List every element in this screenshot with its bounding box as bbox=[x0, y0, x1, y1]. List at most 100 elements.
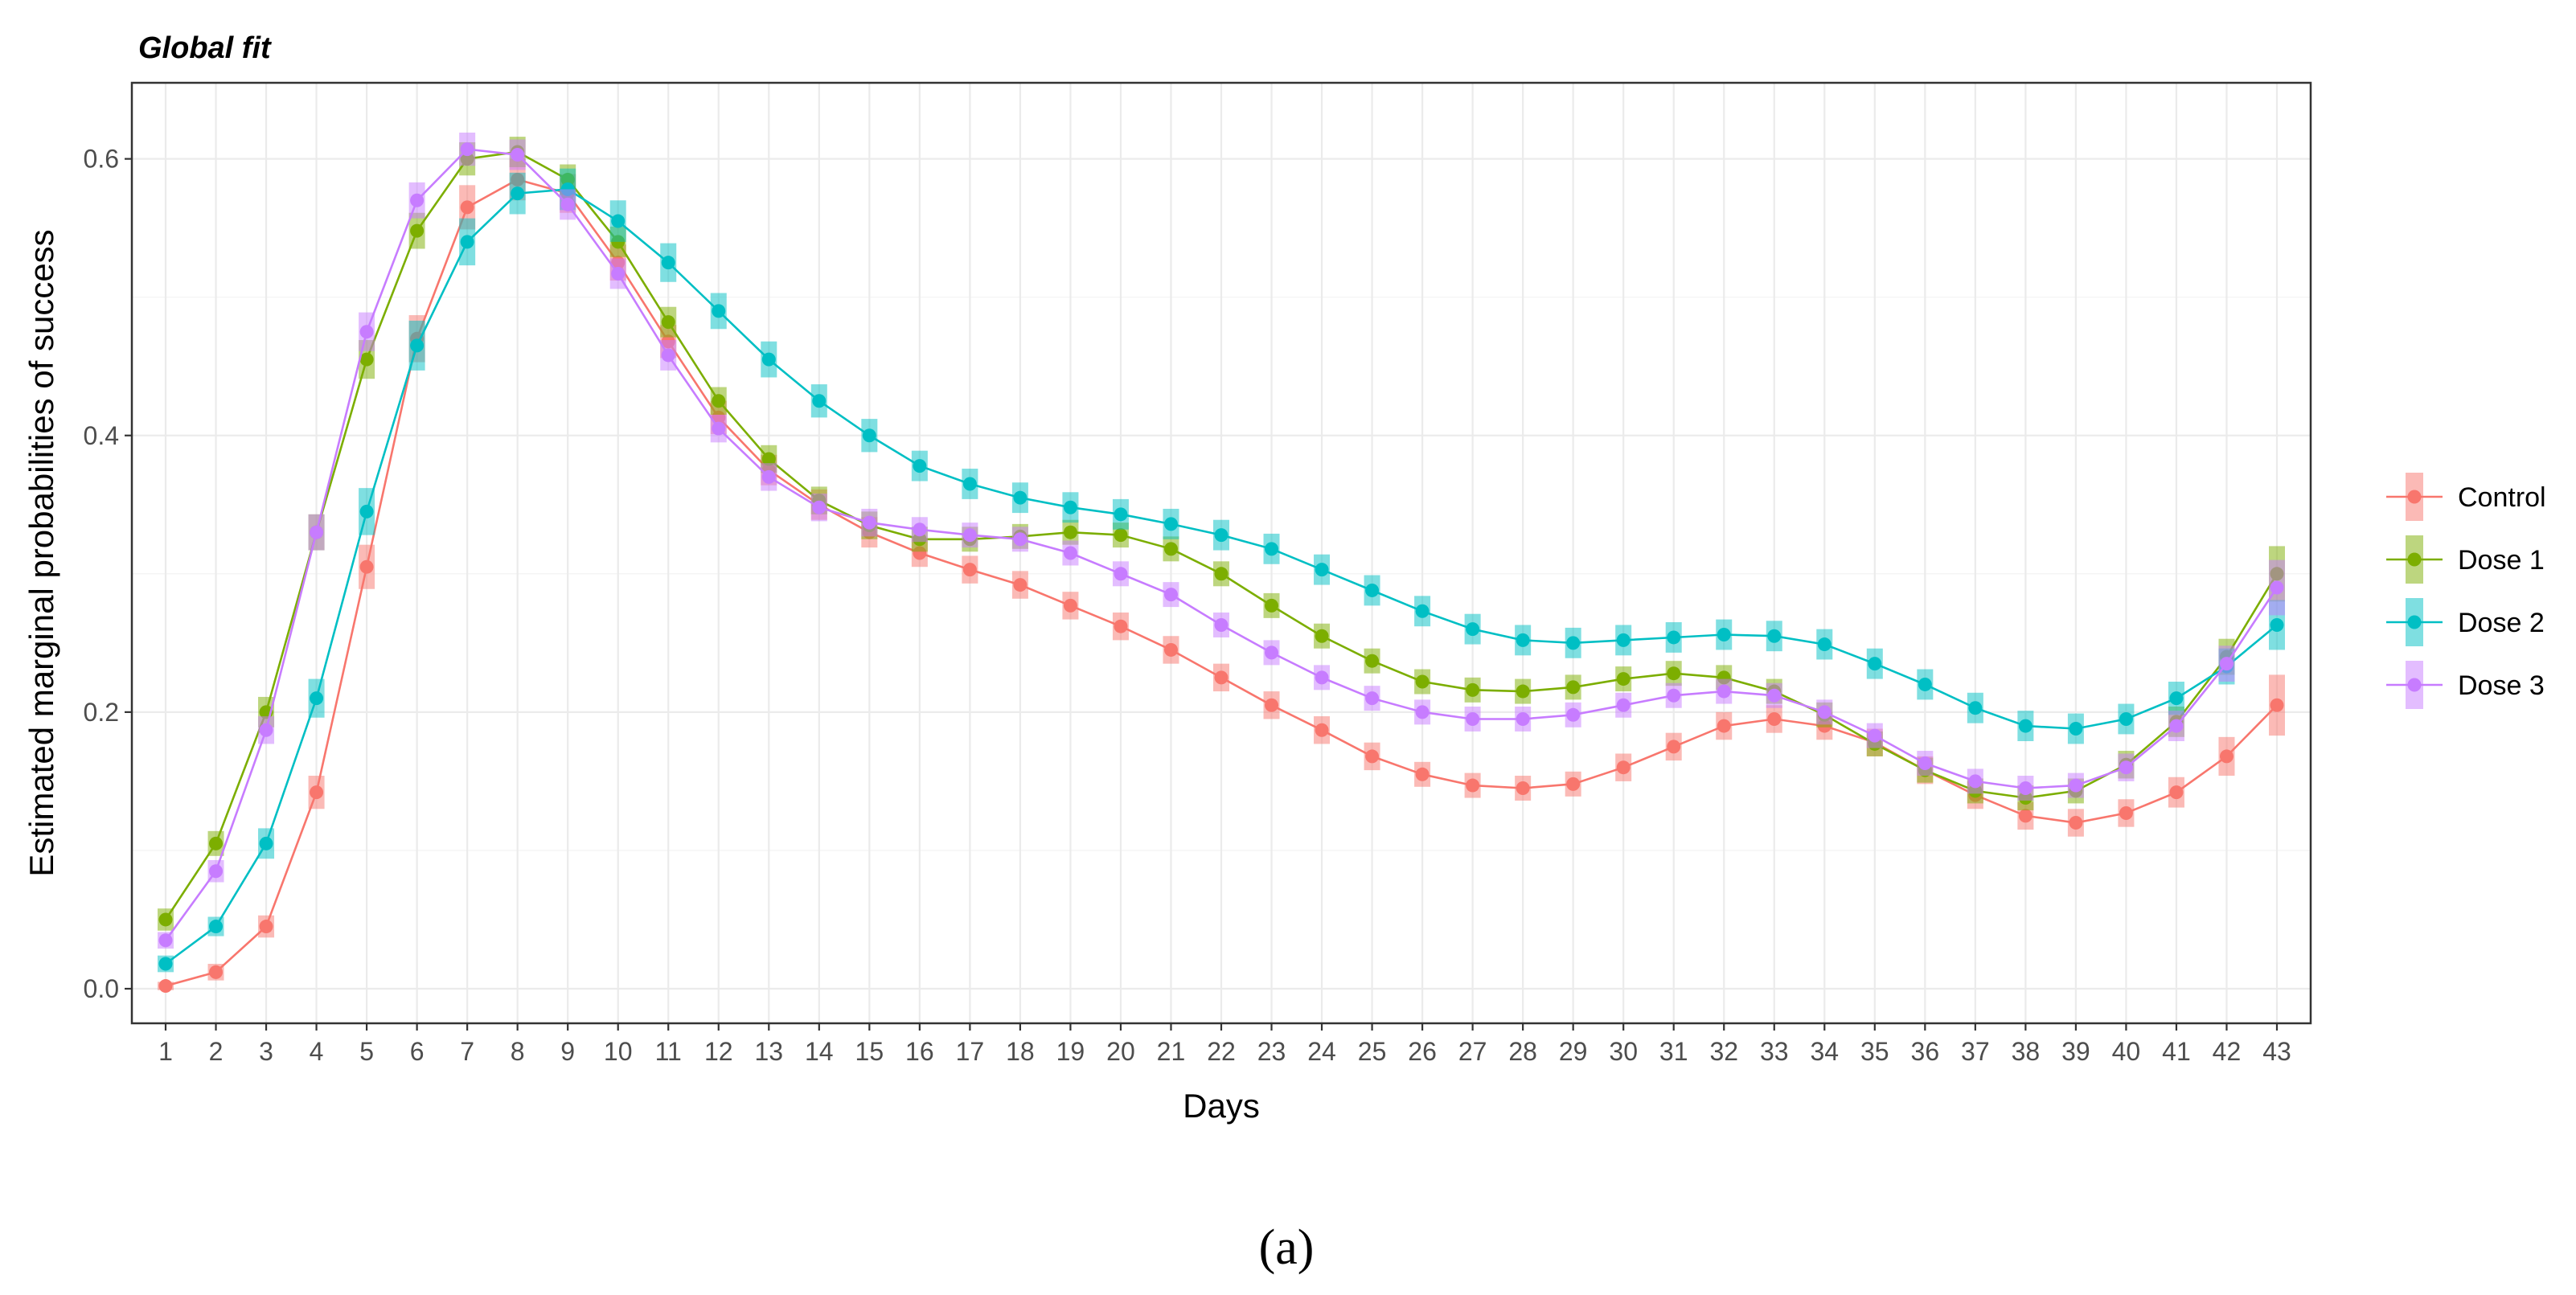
x-tick-label: 42 bbox=[2213, 1037, 2242, 1066]
data-point bbox=[1817, 705, 1832, 719]
data-point bbox=[511, 186, 525, 201]
data-point bbox=[2069, 816, 2083, 830]
x-tick-label: 13 bbox=[754, 1037, 783, 1066]
data-point bbox=[1214, 567, 1229, 581]
data-point bbox=[962, 563, 977, 577]
x-tick-label: 39 bbox=[2061, 1037, 2090, 1066]
chart-title: Global fit bbox=[138, 31, 272, 65]
data-point bbox=[1918, 677, 1932, 691]
data-point bbox=[410, 338, 425, 353]
data-point bbox=[2018, 719, 2032, 733]
data-point bbox=[1214, 528, 1229, 543]
x-tick-label: 28 bbox=[1508, 1037, 1537, 1066]
x-tick-label: 24 bbox=[1307, 1037, 1336, 1066]
data-point bbox=[1163, 517, 1178, 531]
data-point bbox=[962, 528, 977, 543]
data-point bbox=[1667, 666, 1681, 681]
data-point bbox=[1968, 701, 1983, 715]
data-point bbox=[560, 197, 575, 211]
x-tick-label: 35 bbox=[1860, 1037, 1889, 1066]
data-point bbox=[359, 352, 374, 367]
data-point bbox=[1063, 598, 1077, 613]
data-point bbox=[1868, 657, 1882, 671]
grid-lines bbox=[132, 83, 2311, 1023]
data-point bbox=[761, 452, 776, 466]
data-point bbox=[158, 979, 173, 994]
x-tick-label: 43 bbox=[2262, 1037, 2291, 1066]
x-tick-label: 33 bbox=[1760, 1037, 1789, 1066]
data-point bbox=[761, 469, 776, 484]
data-point bbox=[1163, 642, 1178, 657]
x-tick-label: 7 bbox=[460, 1037, 474, 1066]
data-point bbox=[1868, 728, 1882, 743]
data-point bbox=[359, 559, 374, 574]
data-point bbox=[2270, 580, 2284, 595]
data-point bbox=[1516, 684, 1530, 699]
legend-key-point bbox=[2407, 678, 2422, 692]
x-tick-label: 19 bbox=[1056, 1037, 1085, 1066]
data-point bbox=[1717, 719, 1731, 733]
data-point bbox=[1466, 682, 1480, 697]
data-point bbox=[2219, 657, 2233, 671]
data-point bbox=[1516, 781, 1530, 795]
data-point bbox=[1717, 684, 1731, 699]
data-point bbox=[410, 193, 425, 207]
data-point bbox=[1466, 622, 1480, 637]
y-tick-label: 0.2 bbox=[84, 698, 119, 727]
data-point bbox=[310, 785, 324, 800]
data-point bbox=[2270, 698, 2284, 712]
figure-caption: (a) bbox=[1259, 1220, 1315, 1275]
data-point bbox=[2119, 760, 2133, 775]
data-point bbox=[1114, 567, 1128, 581]
data-point bbox=[812, 500, 827, 514]
x-tick-label: 23 bbox=[1257, 1037, 1286, 1066]
x-tick-label: 12 bbox=[704, 1037, 733, 1066]
data-point bbox=[712, 304, 726, 318]
data-point bbox=[913, 523, 927, 537]
data-point bbox=[1013, 532, 1028, 547]
data-point bbox=[661, 348, 675, 363]
y-tick-label: 0.4 bbox=[84, 421, 119, 450]
data-point bbox=[1365, 583, 1380, 597]
data-point bbox=[1767, 711, 1782, 726]
data-point bbox=[1466, 711, 1480, 726]
data-point bbox=[359, 504, 374, 518]
data-point bbox=[259, 836, 273, 850]
data-point bbox=[1013, 578, 1028, 592]
data-point bbox=[158, 957, 173, 971]
x-tick-label: 1 bbox=[158, 1037, 173, 1066]
data-point bbox=[1315, 670, 1329, 685]
data-point bbox=[2069, 722, 2083, 736]
data-point bbox=[611, 214, 626, 228]
data-point bbox=[259, 920, 273, 934]
x-tick-label: 4 bbox=[310, 1037, 324, 1066]
x-tick-label: 20 bbox=[1106, 1037, 1135, 1066]
data-point bbox=[209, 864, 224, 879]
data-point bbox=[2270, 617, 2284, 632]
data-point bbox=[1315, 629, 1329, 643]
data-point bbox=[158, 912, 173, 927]
x-tick-label: 6 bbox=[410, 1037, 425, 1066]
legend-key-point bbox=[2407, 552, 2422, 567]
x-tick-label: 34 bbox=[1810, 1037, 1839, 1066]
x-tick-label: 29 bbox=[1559, 1037, 1588, 1066]
x-tick-label: 31 bbox=[1659, 1037, 1688, 1066]
data-point bbox=[1114, 528, 1128, 543]
data-point bbox=[2069, 778, 2083, 793]
x-tick-label: 27 bbox=[1458, 1037, 1487, 1066]
y-tick-label: 0.0 bbox=[84, 974, 119, 1003]
data-point bbox=[1616, 698, 1631, 712]
x-tick-label: 15 bbox=[855, 1037, 884, 1066]
x-tick-label: 32 bbox=[1709, 1037, 1738, 1066]
data-point bbox=[1415, 674, 1430, 689]
data-point bbox=[1063, 525, 1077, 539]
data-point bbox=[1767, 688, 1782, 703]
data-point bbox=[1667, 740, 1681, 754]
data-point bbox=[1616, 633, 1631, 647]
data-point bbox=[1566, 680, 1581, 695]
data-point bbox=[1817, 637, 1832, 652]
data-point bbox=[1918, 756, 1932, 771]
legend-item-control: Control bbox=[2386, 473, 2546, 521]
data-point bbox=[1415, 604, 1430, 618]
